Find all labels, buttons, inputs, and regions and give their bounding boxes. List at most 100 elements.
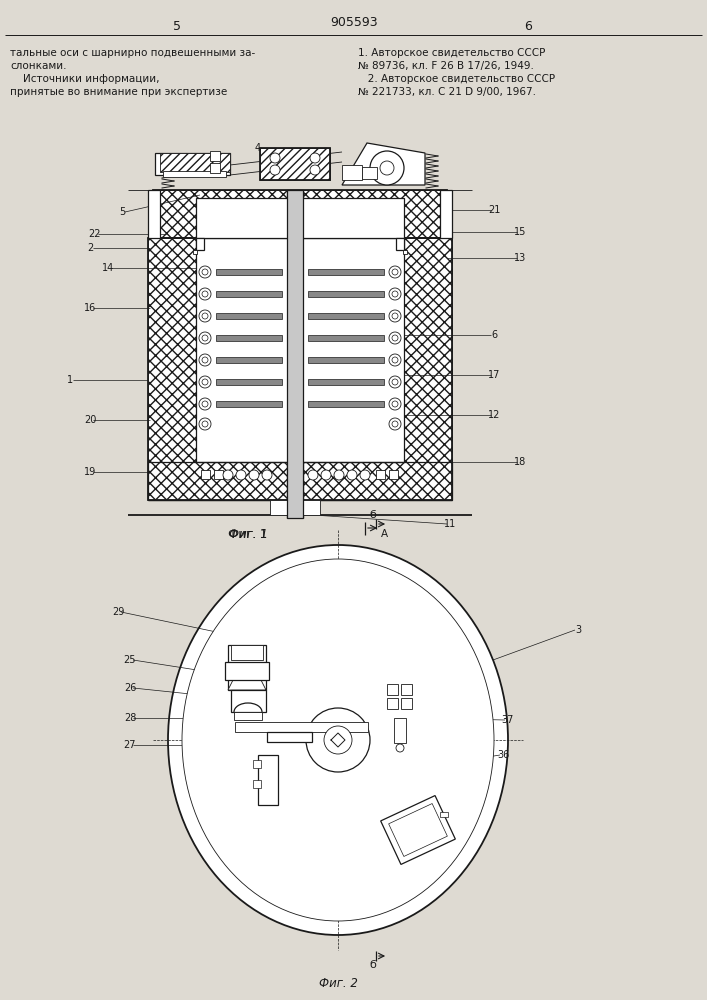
Circle shape [392,335,398,341]
Bar [153,190,447,238]
Bar [214,470,223,479]
Text: 36: 36 [497,750,509,760]
Bar [401,698,412,709]
Bar [342,165,362,180]
Bar [270,500,320,515]
Bar [389,470,398,479]
Circle shape [202,401,208,407]
Text: 22: 22 [89,229,101,239]
Circle shape [389,418,401,430]
Bar [163,171,226,177]
Circle shape [199,376,211,388]
Polygon shape [228,680,266,690]
Text: 4: 4 [255,143,261,153]
Text: 2: 2 [87,243,93,253]
Bar [308,379,384,385]
Bar [362,167,377,179]
Circle shape [396,744,404,752]
Circle shape [389,398,401,410]
Circle shape [310,165,320,175]
Text: 15: 15 [514,227,526,237]
Circle shape [202,313,208,319]
Text: А: А [380,529,387,539]
Text: 18: 18 [514,457,526,467]
Bar [155,153,230,175]
Circle shape [199,310,211,322]
Bar [308,401,384,407]
Circle shape [389,376,401,388]
Text: 12: 12 [488,410,500,420]
Circle shape [199,398,211,410]
Bar [287,500,303,515]
Text: 16: 16 [84,303,96,313]
Text: 6: 6 [491,330,497,340]
Circle shape [392,379,398,385]
Text: 1: 1 [67,375,73,385]
Polygon shape [342,143,425,185]
Bar [308,313,384,319]
Circle shape [392,357,398,363]
Bar [160,153,230,172]
Text: Фиг. 2: Фиг. 2 [319,977,358,990]
Text: 27: 27 [124,740,136,750]
Circle shape [324,726,352,754]
Text: № 89736, кл. F 26 В 17/26, 1949.: № 89736, кл. F 26 В 17/26, 1949. [358,61,534,71]
Text: 17: 17 [488,370,500,380]
Bar [308,291,384,297]
Bar [287,190,303,518]
Bar [404,238,452,500]
Circle shape [392,401,398,407]
Text: слонками.: слонками. [10,61,66,71]
Circle shape [389,332,401,344]
Bar [376,470,385,479]
Bar [210,151,220,161]
Circle shape [392,421,398,427]
Circle shape [199,288,211,300]
Circle shape [202,269,208,275]
Circle shape [392,313,398,319]
Text: 29: 29 [112,607,124,617]
Text: б: б [370,510,376,520]
Text: Фиг. 1: Фиг. 1 [228,528,267,542]
Text: принятые во внимание при экспертизе: принятые во внимание при экспертизе [10,87,227,97]
Bar [440,812,448,817]
Circle shape [389,354,401,366]
Bar [148,238,196,500]
Circle shape [389,310,401,322]
Bar [234,712,262,720]
Circle shape [236,470,246,480]
Bar [216,313,282,319]
Text: 25: 25 [124,655,136,665]
Bar [231,690,266,712]
Circle shape [380,161,394,175]
Text: 1. Авторское свидетельство СССР: 1. Авторское свидетельство СССР [358,48,545,58]
Polygon shape [380,796,455,864]
Circle shape [321,470,331,480]
Bar [260,148,330,180]
Bar [253,780,261,788]
Text: 5: 5 [119,207,125,217]
Bar [216,401,282,407]
Bar [193,250,197,254]
Bar [260,148,330,180]
Circle shape [262,470,272,480]
Text: 14: 14 [102,263,114,273]
Circle shape [392,269,398,275]
Text: тальные оси с шарнирно подвешенными за-: тальные оси с шарнирно подвешенными за- [10,48,255,58]
Text: 13: 13 [514,253,526,263]
Bar [253,760,261,768]
Ellipse shape [168,545,508,935]
Text: 11: 11 [444,519,456,529]
Bar [148,462,452,500]
Bar [394,718,406,743]
Text: 21: 21 [488,205,500,215]
Bar [216,379,282,385]
Bar [196,238,204,250]
Circle shape [199,354,211,366]
Text: Фиг. 1: Фиг. 1 [228,528,268,542]
Circle shape [223,470,233,480]
Bar [228,645,266,690]
Circle shape [389,266,401,278]
Circle shape [389,288,401,300]
Circle shape [334,470,344,480]
